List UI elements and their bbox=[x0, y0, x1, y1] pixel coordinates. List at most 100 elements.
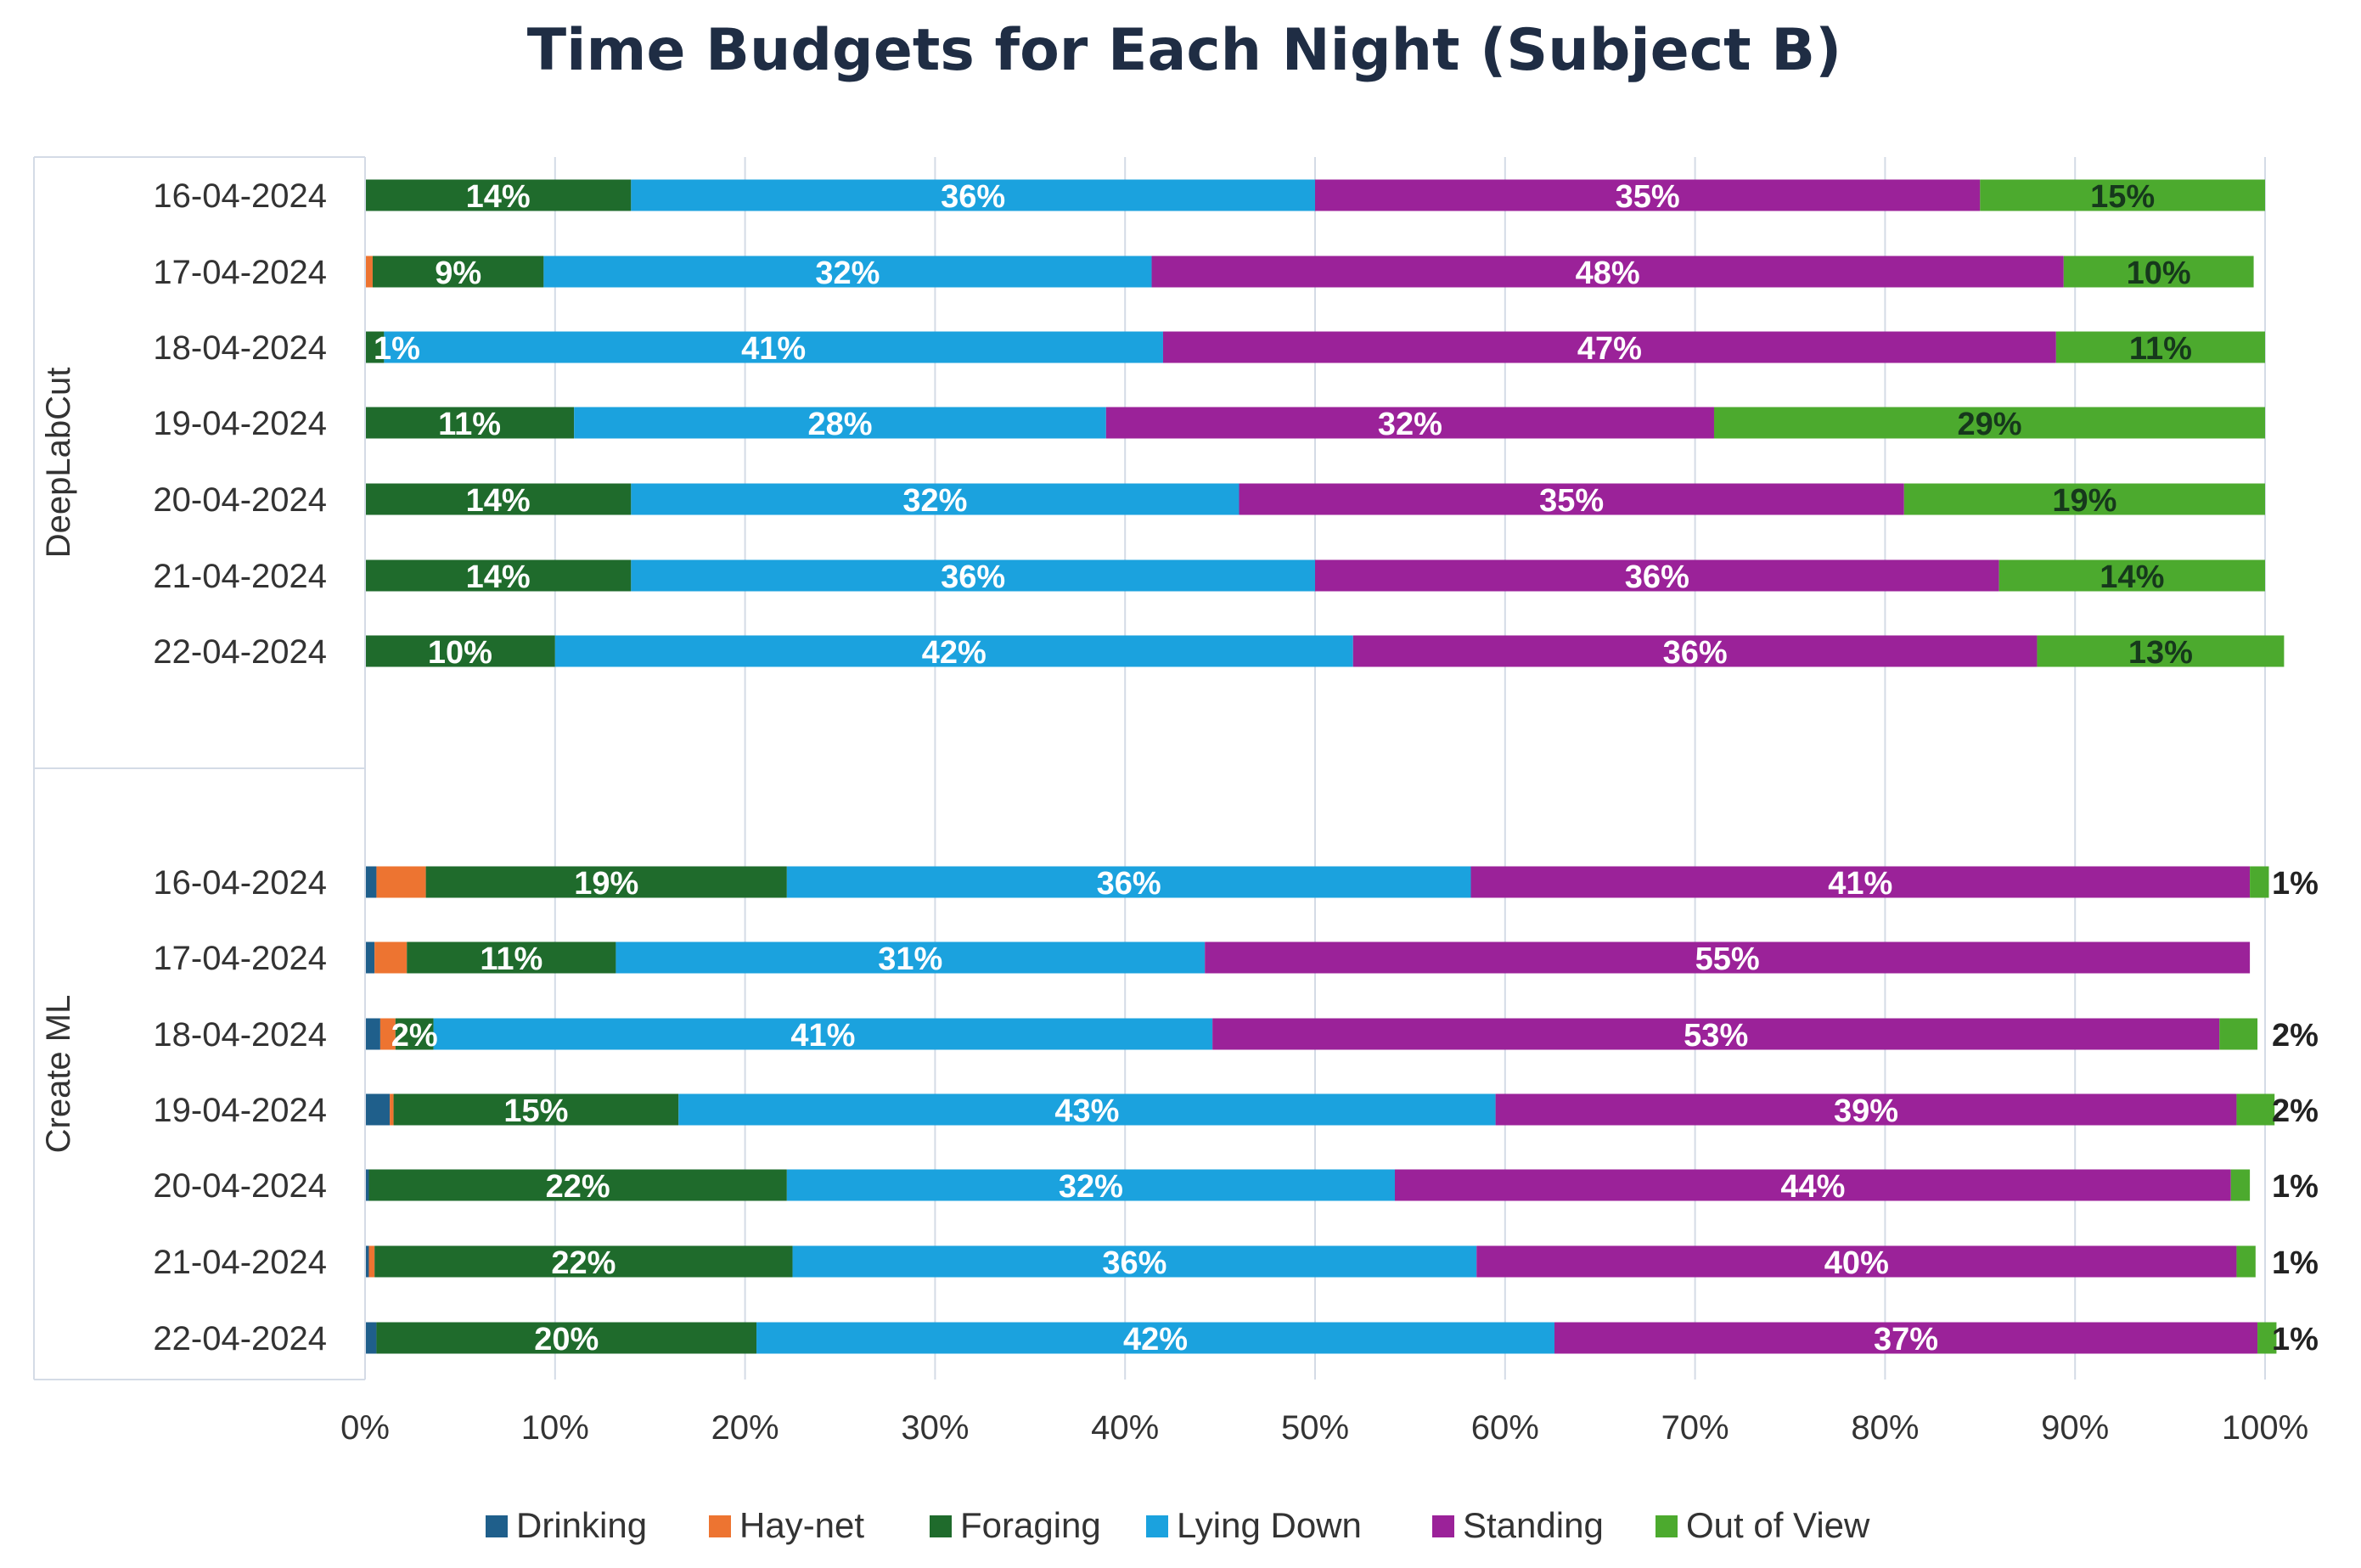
legend-swatch-lying-down bbox=[1146, 1515, 1168, 1537]
data-label-out-of-view: 2% bbox=[2272, 1018, 2319, 1054]
x-tick-label: 70% bbox=[1661, 1409, 1729, 1447]
data-label-standing: 47% bbox=[1577, 331, 1642, 367]
data-label-lying-down: 42% bbox=[1123, 1322, 1188, 1357]
legend-label-hay-net: Hay-net bbox=[739, 1505, 864, 1545]
data-label-lying-down: 28% bbox=[807, 407, 872, 442]
bar-foraging bbox=[372, 256, 544, 288]
group-label-create-ml: Create ML bbox=[40, 995, 77, 1154]
bar-series bbox=[365, 179, 2285, 1354]
bar-drinking bbox=[365, 941, 375, 974]
bar-foraging bbox=[365, 179, 632, 211]
category-label: 21-04-2024 bbox=[153, 558, 327, 595]
category-label: 20-04-2024 bbox=[153, 1167, 327, 1205]
category-label: 21-04-2024 bbox=[153, 1244, 327, 1281]
bar-standing bbox=[1394, 1169, 2231, 1201]
data-label-standing: 55% bbox=[1695, 941, 1760, 977]
category-label: 22-04-2024 bbox=[153, 633, 327, 671]
bar-lying-down bbox=[554, 635, 1353, 667]
data-label-foraging: 2% bbox=[391, 1018, 438, 1054]
data-label-standing: 36% bbox=[1663, 635, 1728, 671]
bar-foraging bbox=[395, 1018, 434, 1050]
data-label-out-of-view: 15% bbox=[2090, 179, 2155, 215]
data-label-standing: 44% bbox=[1780, 1169, 1845, 1205]
bar-lying-down bbox=[433, 1018, 1213, 1050]
bar-foraging bbox=[374, 1245, 793, 1278]
data-label-foraging: 11% bbox=[480, 941, 542, 977]
data-label-foraging: 14% bbox=[466, 179, 531, 215]
bar-drinking bbox=[365, 1018, 380, 1050]
legend-swatch-foraging bbox=[930, 1515, 952, 1537]
bar-out-of-view bbox=[2063, 256, 2254, 288]
data-label-standing: 37% bbox=[1874, 1322, 1938, 1357]
x-tick-label: 20% bbox=[711, 1409, 779, 1447]
data-label-standing: 35% bbox=[1616, 179, 1680, 215]
bar-lying-down bbox=[678, 1093, 1496, 1126]
chart-title: Time Budgets for Each Night (Subject B) bbox=[527, 17, 1841, 84]
data-label-lying-down: 42% bbox=[922, 635, 987, 671]
bar-out-of-view bbox=[2037, 635, 2285, 667]
bar-standing bbox=[1162, 331, 2056, 363]
bar-lying-down bbox=[631, 483, 1240, 515]
data-label-lying-down: 36% bbox=[1097, 866, 1161, 902]
data-label-foraging: 10% bbox=[428, 635, 492, 671]
bar-drinking bbox=[365, 1169, 369, 1201]
bar-drinking bbox=[365, 1322, 377, 1354]
bar-out-of-view bbox=[1998, 559, 2265, 592]
data-label-foraging: 14% bbox=[466, 483, 531, 519]
bar-hay-net bbox=[376, 866, 426, 898]
bar-lying-down bbox=[792, 1245, 1477, 1278]
legend-swatch-standing bbox=[1432, 1515, 1454, 1537]
bar-lying-down bbox=[574, 407, 1106, 439]
x-tick-label: 50% bbox=[1281, 1409, 1349, 1447]
bar-standing bbox=[1239, 483, 1904, 515]
category-label: 19-04-2024 bbox=[153, 405, 327, 442]
bar-standing bbox=[1352, 635, 2038, 667]
bar-foraging bbox=[393, 1093, 679, 1126]
bar-foraging bbox=[365, 559, 632, 592]
bar-foraging bbox=[365, 407, 575, 439]
bar-foraging bbox=[376, 1322, 757, 1354]
category-label: 17-04-2024 bbox=[153, 940, 327, 977]
bar-lying-down bbox=[631, 179, 1315, 211]
bar-foraging bbox=[365, 635, 555, 667]
bar-drinking bbox=[365, 1093, 391, 1126]
bar-hay-net bbox=[365, 256, 373, 288]
data-label-out-of-view: 2% bbox=[2272, 1093, 2319, 1129]
bar-standing bbox=[1105, 407, 1714, 439]
bar-lying-down bbox=[786, 1169, 1395, 1201]
legend: Drinking Hay-net Foraging Lying Down Standin… bbox=[486, 1505, 1870, 1545]
data-label-out-of-view: 11% bbox=[2129, 331, 2192, 367]
data-label-out-of-view: 14% bbox=[2100, 559, 2164, 595]
group-label-deeplabcut: DeepLabCut bbox=[40, 368, 77, 559]
data-labels: 14% 36% 35% 15% 9% 32% 48% 10% 1% 41% 47% 11% 11% 28%… bbox=[374, 179, 2319, 1357]
bar-standing bbox=[1470, 866, 2251, 898]
legend-swatch-out-of-view bbox=[1656, 1515, 1678, 1537]
bar-standing bbox=[1151, 256, 2064, 288]
category-label: 16-04-2024 bbox=[153, 864, 327, 902]
data-label-lying-down: 41% bbox=[741, 331, 806, 367]
bar-out-of-view bbox=[1980, 179, 2265, 211]
data-label-standing: 53% bbox=[1684, 1018, 1748, 1054]
bar-hay-net bbox=[390, 1093, 394, 1126]
data-label-out-of-view: 1% bbox=[2272, 1322, 2319, 1357]
category-label: 17-04-2024 bbox=[153, 254, 327, 291]
bar-standing bbox=[1495, 1093, 2237, 1126]
bar-lying-down bbox=[616, 941, 1206, 974]
data-label-out-of-view: 1% bbox=[2272, 866, 2319, 902]
category-label: 22-04-2024 bbox=[153, 1320, 327, 1357]
data-label-out-of-view: 29% bbox=[1957, 407, 2021, 442]
legend-label-out-of-view: Out of View bbox=[1686, 1505, 1870, 1545]
legend-swatch-drinking bbox=[486, 1515, 508, 1537]
data-label-standing: 36% bbox=[1625, 559, 1689, 595]
bar-lying-down bbox=[631, 559, 1315, 592]
data-label-foraging: 1% bbox=[374, 331, 420, 367]
category-label: 20-04-2024 bbox=[153, 481, 327, 519]
data-label-lying-down: 32% bbox=[815, 256, 880, 291]
legend-swatch-hay-net bbox=[709, 1515, 731, 1537]
bar-out-of-view bbox=[2236, 1093, 2275, 1126]
data-label-foraging: 20% bbox=[534, 1322, 599, 1357]
data-label-lying-down: 36% bbox=[941, 559, 1005, 595]
category-label: 16-04-2024 bbox=[153, 177, 327, 215]
data-label-out-of-view: 10% bbox=[2127, 256, 2191, 291]
legend-label-lying-down: Lying Down bbox=[1177, 1505, 1362, 1545]
